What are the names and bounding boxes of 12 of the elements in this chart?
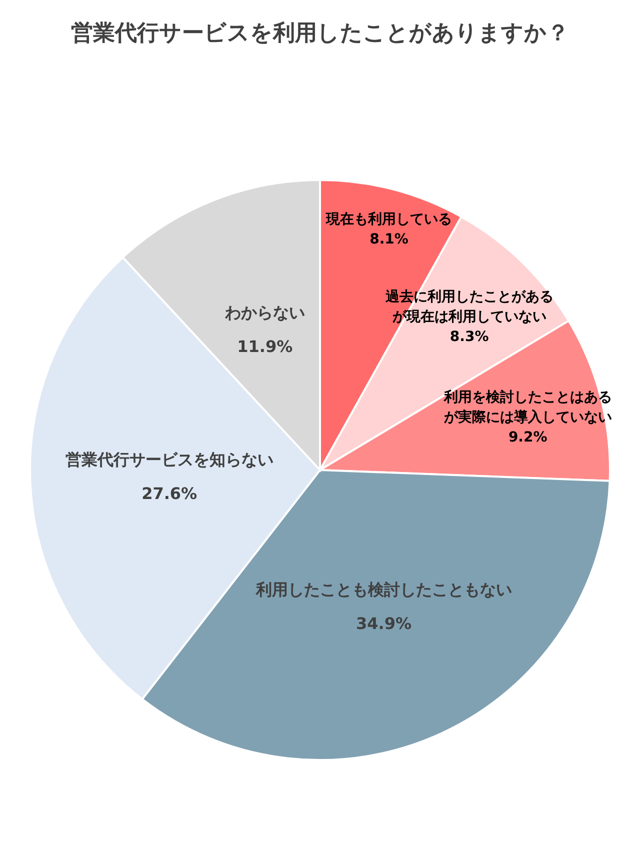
- slice-label: 利用したことも検討したこともない: [254, 580, 512, 600]
- data-label: 11.9%: [237, 337, 293, 356]
- data-label: 9.2%: [508, 430, 548, 446]
- slice-label: わからない: [224, 303, 305, 322]
- data-label: 27.6%: [142, 484, 198, 504]
- chart-title: 営業代行サービスを利用したことがありますか？: [71, 21, 569, 46]
- data-label: 8.3%: [450, 328, 489, 345]
- data-label: 8.1%: [370, 232, 408, 248]
- slice-label: 営業代行サービスを知らない: [65, 450, 274, 470]
- data-label: 34.9%: [356, 614, 412, 634]
- slice-label: 現在も利用している: [325, 212, 452, 228]
- slice-label: 利用を検討したことはあるが実際には導入していない: [442, 390, 612, 426]
